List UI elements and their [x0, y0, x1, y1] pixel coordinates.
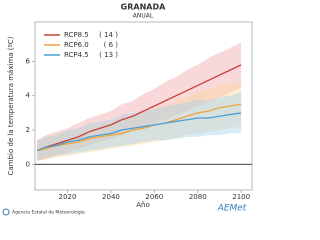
x-tick-label: 2020 — [59, 193, 77, 201]
legend-count: ( 14 ) — [99, 31, 118, 39]
agency-icon — [2, 208, 10, 216]
legend-label: RCP4.5 — [64, 51, 89, 59]
x-tick-label: 2060 — [145, 193, 163, 201]
y-tick-label: 6 — [26, 57, 31, 65]
x-axis-label: Año — [136, 201, 150, 209]
range-band — [37, 92, 242, 161]
y-tick-label: 2 — [26, 126, 30, 134]
y-axis-label: Cambio de la temperatura máxima (ºC) — [7, 36, 15, 175]
series-line — [37, 103, 242, 152]
legend-count: ( 6 ) — [104, 41, 119, 49]
legend-label: RCP8.5 — [64, 31, 89, 39]
chart-subtitle: ANUAL — [133, 13, 154, 20]
footer-logo: AEMet — [217, 204, 247, 214]
series-line — [36, 64, 242, 152]
y-tick-label: 4 — [26, 92, 31, 100]
series-line — [36, 112, 242, 152]
footer-agency: Agencia Estatal de Meteorología — [12, 209, 85, 216]
legend-count: ( 13 ) — [99, 51, 118, 59]
page: {"chart_data": {"type": "line", "title":… — [2, 2, 253, 216]
range-band — [37, 42, 242, 161]
y-tick-label: 0 — [26, 160, 30, 168]
chart-title: GRANADA — [121, 3, 166, 12]
plot-frame — [34, 21, 253, 191]
x-tick-label: 2040 — [102, 193, 120, 201]
range-band — [37, 82, 242, 161]
x-tick-label: 2080 — [189, 193, 207, 201]
legend-label: RCP6.0 — [64, 41, 89, 49]
x-tick-label: 2100 — [232, 193, 250, 201]
chart: GRANADA ANUAL Cambio de la temperatura m… — [2, 3, 253, 216]
